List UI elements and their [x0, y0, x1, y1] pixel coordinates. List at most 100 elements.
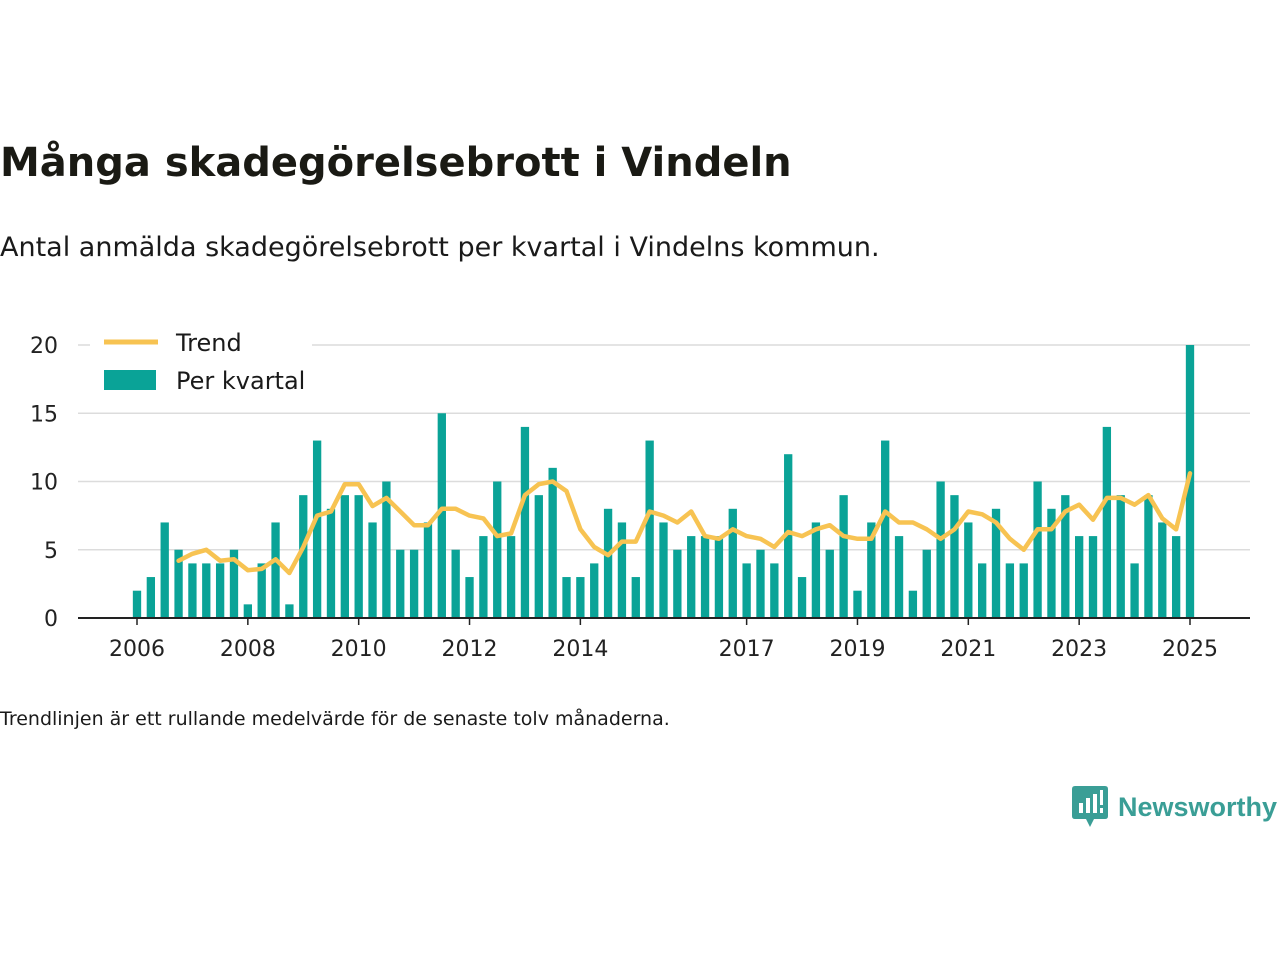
y-tick-label: 20	[30, 334, 58, 359]
bar	[853, 590, 862, 618]
bar	[687, 536, 696, 618]
x-tick-label: 2008	[220, 637, 276, 662]
bar	[1158, 522, 1167, 618]
x-tick-label: 2021	[940, 637, 996, 662]
bar	[1144, 495, 1153, 618]
bar	[451, 549, 460, 618]
bar	[479, 536, 488, 618]
legend-trend-label: Trend	[175, 329, 242, 357]
bar	[146, 577, 156, 618]
bar	[1088, 536, 1098, 618]
bar	[728, 508, 737, 618]
bar	[1130, 563, 1139, 618]
bar	[784, 454, 793, 618]
bar	[617, 522, 627, 618]
bar	[506, 536, 516, 618]
bar	[839, 495, 848, 618]
y-tick-label: 15	[30, 402, 58, 427]
bar	[409, 549, 419, 618]
bar	[1033, 481, 1042, 618]
bar	[1171, 536, 1181, 618]
bar	[922, 549, 931, 618]
bar	[229, 549, 239, 618]
bar	[1005, 563, 1015, 618]
chart: 0 5 10 15 20 2006 2008 2010 2012 2014 2017 2019 2021…	[30, 324, 1250, 662]
bar	[493, 481, 502, 618]
bar	[770, 563, 779, 618]
bar	[978, 563, 987, 618]
bar	[271, 522, 280, 618]
bar	[1061, 495, 1070, 618]
newsworthy-icon	[1072, 786, 1108, 827]
trend-line	[176, 471, 1193, 576]
bar	[603, 508, 613, 618]
bars-layer	[132, 345, 1195, 618]
bar	[576, 577, 585, 618]
bar	[465, 577, 474, 618]
bar	[160, 522, 169, 618]
axis-layer: 0 5 10 15 20 2006 2008 2010 2012 2014 2017 2019 2021…	[30, 334, 1250, 662]
bar	[936, 481, 945, 618]
bar	[714, 536, 724, 618]
bar	[1102, 426, 1112, 618]
legend-bar-swatch	[104, 370, 156, 390]
bar	[188, 563, 197, 618]
bar	[742, 563, 751, 618]
chart-subtitle: Antal anmälda skadegörelsebrott per kvar…	[0, 232, 880, 263]
trend-line-layer	[176, 471, 1193, 576]
chart-title: Många skadegörelsebrott i Vindeln	[0, 140, 792, 186]
bar	[659, 522, 668, 618]
bar	[867, 522, 876, 618]
brand-name: Newsworthy	[1118, 791, 1278, 822]
bar	[825, 549, 834, 618]
bar	[437, 413, 446, 618]
bar	[354, 495, 363, 618]
footnote: Trendlinjen är ett rullande medelvärde f…	[0, 708, 670, 730]
bar	[243, 604, 252, 618]
bar	[797, 577, 807, 618]
bar	[590, 563, 599, 618]
y-tick-label: 5	[44, 539, 58, 564]
bar	[991, 508, 1001, 618]
bar	[756, 549, 765, 618]
bar	[299, 495, 308, 618]
bar	[700, 536, 710, 618]
x-tick-label: 2017	[719, 637, 775, 662]
bar	[396, 549, 405, 618]
bar	[673, 549, 682, 618]
bar	[534, 495, 543, 618]
bar	[811, 522, 821, 618]
bar	[548, 467, 557, 618]
bar	[423, 522, 433, 618]
bar	[520, 426, 530, 618]
bar	[908, 590, 918, 618]
x-tick-label: 2014	[552, 637, 608, 662]
bar	[312, 440, 322, 618]
bar	[1047, 508, 1056, 618]
bar	[326, 508, 336, 618]
bar	[645, 440, 654, 618]
bar	[340, 495, 349, 618]
bar	[1019, 563, 1028, 618]
bar	[1116, 495, 1125, 618]
bar	[174, 549, 183, 618]
x-tick-label: 2012	[442, 637, 498, 662]
bar	[1075, 536, 1084, 618]
y-tick-label: 10	[30, 471, 58, 496]
bar	[202, 563, 211, 618]
bar	[132, 590, 142, 618]
x-tick-label: 2006	[109, 637, 165, 662]
bar	[950, 495, 959, 618]
bar	[368, 522, 377, 618]
bar	[894, 536, 904, 618]
bar	[257, 563, 266, 618]
x-tick-label: 2025	[1162, 637, 1218, 662]
bar	[964, 522, 973, 618]
legend-bar-label: Per kvartal	[176, 367, 305, 395]
bar	[285, 604, 294, 618]
x-tick-label: 2010	[331, 637, 387, 662]
bar	[881, 440, 890, 618]
y-tick-label: 0	[44, 607, 58, 632]
x-tick-label: 2019	[829, 637, 885, 662]
brand-logo: Newsworthy	[1072, 786, 1277, 828]
